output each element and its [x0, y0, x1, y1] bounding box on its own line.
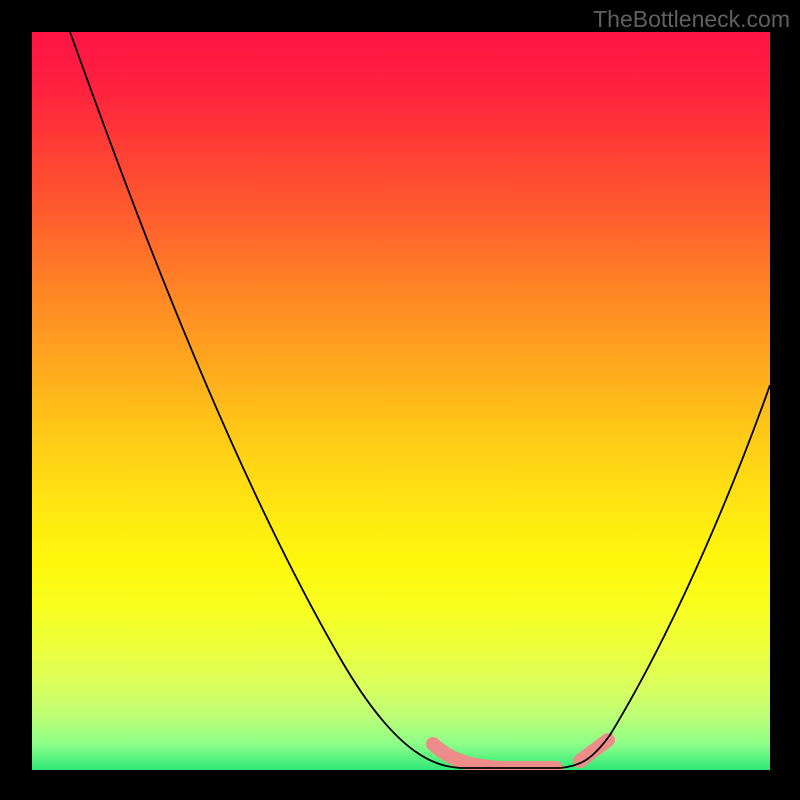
watermark-text: TheBottleneck.com [593, 6, 790, 33]
plot-background [32, 32, 770, 770]
chart-container: TheBottleneck.com [0, 0, 800, 800]
chart-svg [0, 0, 800, 800]
